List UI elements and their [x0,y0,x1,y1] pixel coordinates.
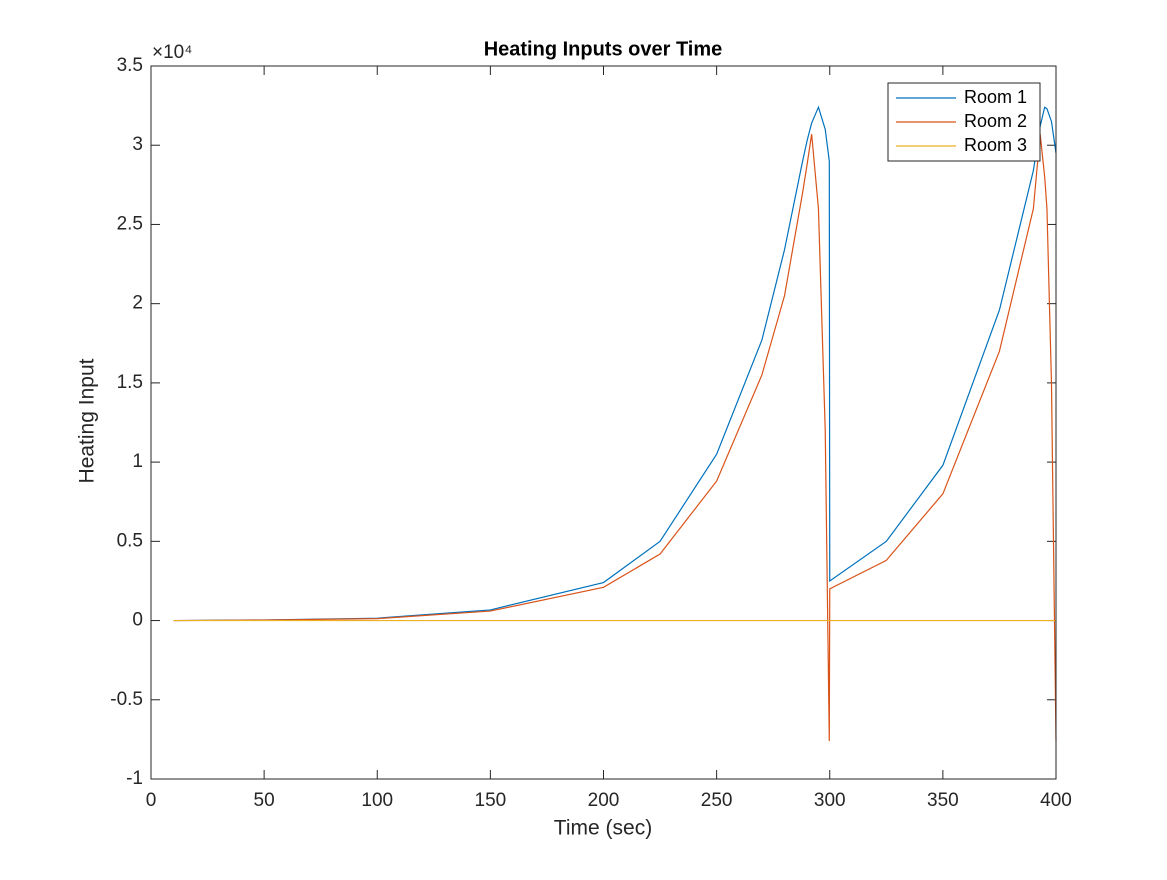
x-tick-label: 50 [254,790,275,811]
y-exponent-label: ×10⁴ [152,42,192,63]
x-tick-label: 150 [475,790,507,811]
x-tick-label: 100 [361,790,393,811]
y-tick-label: 1.5 [117,372,143,393]
x-tick-label: 250 [701,790,733,811]
x-tick-label: 400 [1040,790,1072,811]
y-tick-label: 2 [132,293,143,314]
legend-label: Room 3 [964,135,1027,155]
chart-title: Heating Inputs over Time [484,38,723,60]
y-tick-label: 3 [132,134,143,155]
x-tick-label: 300 [814,790,846,811]
y-tick-label: -0.5 [110,689,143,710]
y-tick-label: 1 [132,451,143,472]
legend-label: Room 1 [964,87,1027,107]
y-tick-label: 2.5 [117,213,143,234]
x-tick-label: 200 [588,790,620,811]
y-tick-label: 0 [132,610,143,631]
y-tick-label: 3.5 [117,55,143,76]
legend-label: Room 2 [964,111,1027,131]
x-axis-label: Time (sec) [554,817,652,840]
y-tick-label: -1 [126,768,143,789]
x-tick-label: 350 [927,790,959,811]
axes-box [150,65,1057,780]
x-tick-label: 0 [146,790,157,811]
y-tick-label: 0.5 [117,530,143,551]
y-axis-label: Heating Input [76,358,99,483]
